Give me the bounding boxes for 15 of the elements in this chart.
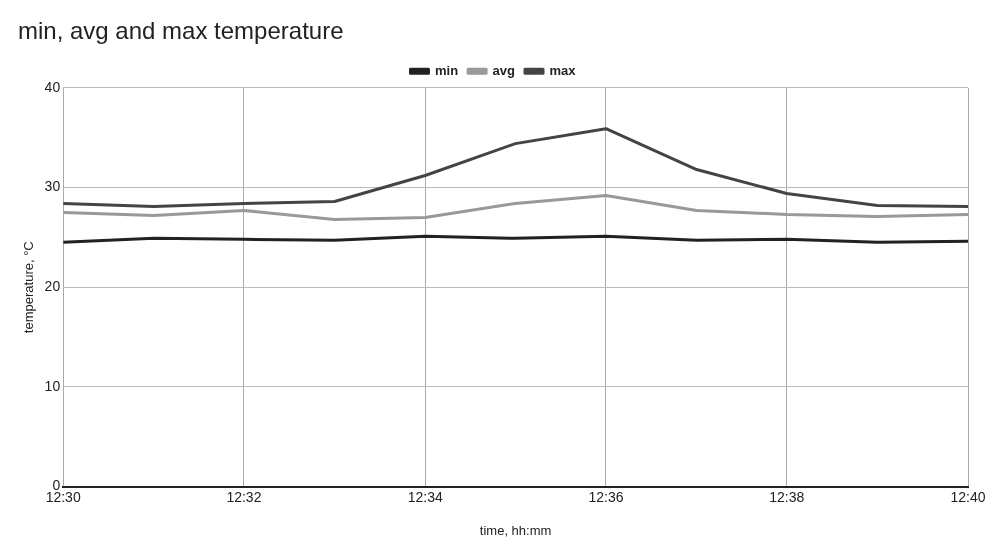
x-tick-label: 12:32 — [226, 488, 262, 505]
x-tick-label: 12:38 — [769, 488, 805, 505]
y-axis-title: temperature, °C — [21, 241, 37, 334]
legend-label: min — [434, 62, 459, 78]
x-axis-title: time, hh:mm — [479, 522, 552, 538]
y-tick-label: 10 — [44, 377, 61, 394]
x-tick-label: 12:34 — [407, 488, 443, 505]
legend-label: max — [549, 62, 577, 78]
y-tick-label: 20 — [44, 278, 61, 295]
x-tick-label: 12:40 — [950, 488, 986, 505]
x-tick-label: 12:36 — [588, 488, 624, 505]
chart-title: min, avg and max temperature — [18, 17, 344, 45]
y-tick-label: 30 — [44, 178, 61, 195]
y-tick-label: 40 — [44, 78, 61, 95]
legend-label: avg — [492, 62, 516, 78]
